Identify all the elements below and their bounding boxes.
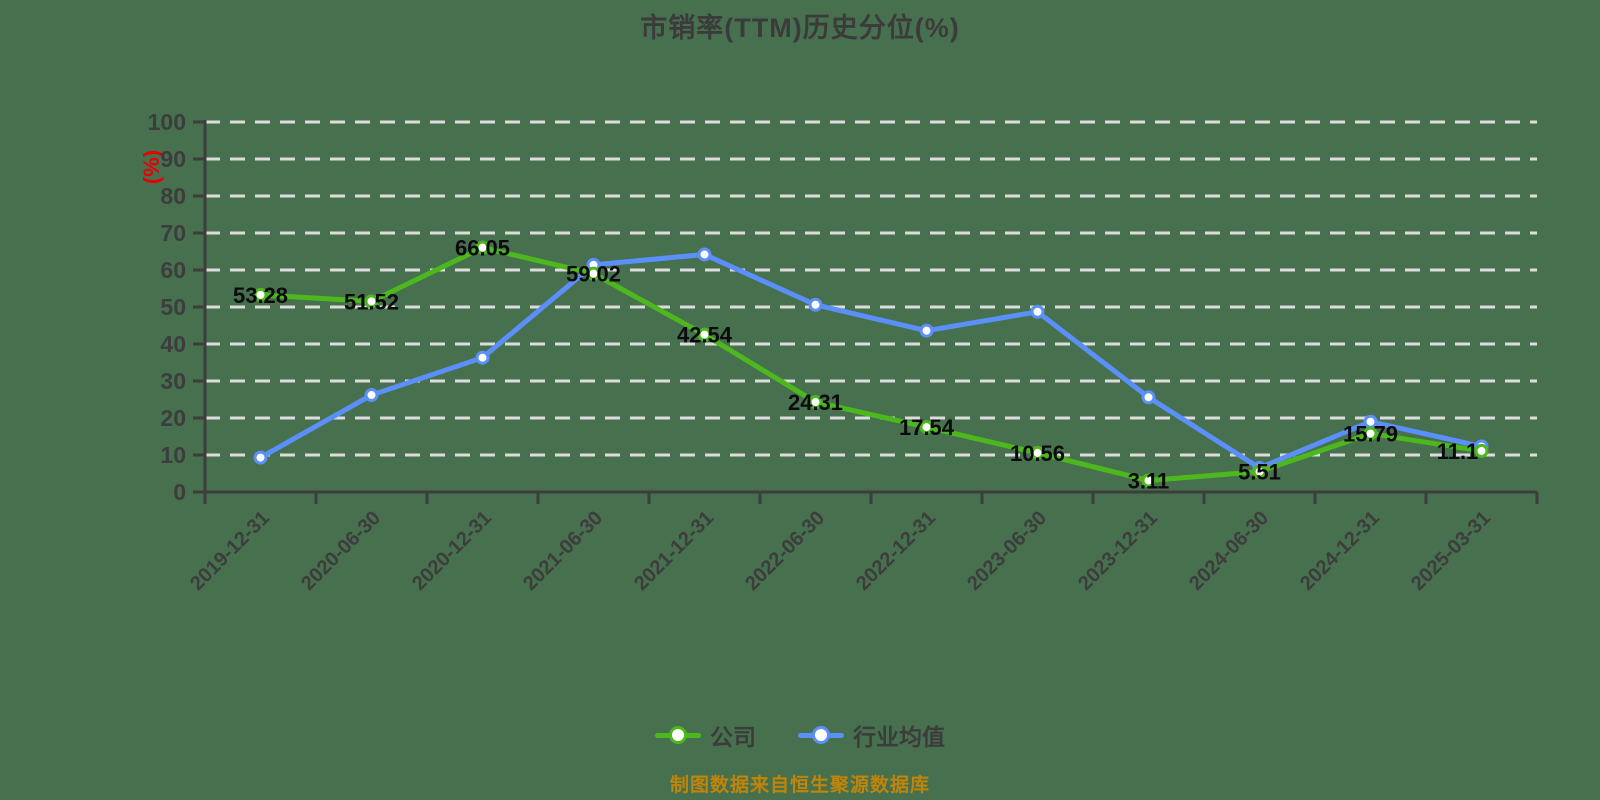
y-tick-label: 80	[160, 183, 186, 209]
legend-item-industry-average[interactable]: 行业均值	[798, 718, 945, 752]
x-tick-label: 2020-12-31	[408, 507, 496, 595]
chart-title: 市销率(TTM)历史分位(%)	[640, 13, 960, 43]
company-data-point-marker	[808, 395, 823, 410]
source-note: 制图数据来自恒生聚源数据库	[669, 775, 930, 796]
company-data-point-marker	[1030, 445, 1045, 460]
data-label: 24.31	[788, 390, 843, 415]
industry-average-data-point-marker	[808, 297, 823, 312]
data-label: 3.11	[1128, 468, 1170, 493]
legend-label-company: 公司	[710, 724, 756, 750]
x-tick-label: 2019-12-31	[186, 507, 274, 595]
company-data-point-marker	[253, 287, 268, 302]
company-data-point-marker	[697, 327, 712, 342]
data-label: 42.54	[677, 323, 733, 348]
company-series-marker-icon	[655, 725, 701, 745]
industry-average-data-point-marker	[475, 350, 490, 365]
y-tick-label: 40	[160, 331, 186, 357]
data-label: 5.51	[1238, 460, 1281, 485]
y-tick-label: 60	[160, 257, 186, 283]
gridlines	[205, 120, 1537, 457]
x-tick-label: 2021-12-31	[630, 507, 718, 595]
data-label: 59.02	[566, 262, 621, 287]
y-tick-label: 30	[160, 368, 186, 394]
y-tick-label: 100	[148, 109, 186, 135]
series-company	[253, 240, 1489, 488]
industry-average-data-point-marker	[253, 450, 268, 465]
company-data-point-marker	[1363, 426, 1378, 441]
industry-average-data-point-marker	[1141, 390, 1156, 405]
company-data-point-marker	[1141, 473, 1156, 488]
company-series-line	[258, 245, 1484, 483]
x-tick-label: 2023-12-31	[1074, 507, 1162, 595]
company-data-point-marker	[586, 266, 601, 281]
y-tick-label: 10	[160, 442, 186, 468]
data-label: 10.56	[1010, 441, 1065, 466]
x-tick-label: 2024-06-30	[1185, 507, 1273, 595]
y-tick-label: 50	[160, 294, 186, 320]
data-label: 53.28	[233, 283, 288, 308]
company-data-point-marker	[1474, 443, 1489, 458]
legend-item-company[interactable]: 公司	[655, 718, 756, 752]
data-label: 11.1	[1437, 439, 1479, 464]
x-tick-label: 2022-06-30	[741, 507, 829, 595]
y-tick-label: 20	[160, 405, 186, 431]
company-data-point-marker	[364, 294, 379, 309]
y-tick-label: 0	[173, 479, 186, 505]
y-tick-label: 90	[160, 146, 186, 172]
industry-average-data-point-marker	[1030, 304, 1045, 319]
x-tick-label: 2024-12-31	[1296, 507, 1384, 595]
industry-average-data-point-marker	[919, 323, 934, 338]
x-tick-label: 2025-03-31	[1407, 507, 1495, 595]
series-industry-average	[253, 247, 1489, 475]
data-label: 15.79	[1343, 422, 1398, 447]
legend-dot-icon	[812, 726, 830, 744]
axes: 0 10 20 30 40 50 60 70 80 90 100 2019-12-31 2020-06-…	[148, 109, 1539, 595]
x-tick-label: 2023-06-30	[963, 507, 1051, 595]
legend: 公司 行业均值	[0, 718, 1600, 752]
company-data-point-marker	[919, 420, 934, 435]
data-label: 66.05	[455, 236, 510, 261]
legend-label-industry-average: 行业均值	[853, 724, 945, 750]
x-tick-label: 2022-12-31	[852, 507, 940, 595]
industry-series-marker-icon	[798, 725, 844, 745]
y-tick-label: 70	[160, 220, 186, 246]
company-data-point-marker	[475, 240, 490, 255]
data-label: 51.52	[344, 289, 399, 314]
data-label: 17.54	[899, 415, 955, 440]
company-data-labels: 53.28 51.52 66.05 59.02 42.54 24.31 17.54 10.56…	[233, 236, 1478, 494]
x-tick-label: 2021-06-30	[519, 507, 607, 595]
x-tick-label: 2020-06-30	[297, 507, 385, 595]
industry-average-data-point-marker	[364, 388, 379, 403]
legend-dot-icon	[669, 726, 687, 744]
industry-average-series-line	[258, 251, 1484, 471]
industry-average-data-point-marker	[697, 247, 712, 262]
company-data-point-marker	[1252, 464, 1267, 479]
